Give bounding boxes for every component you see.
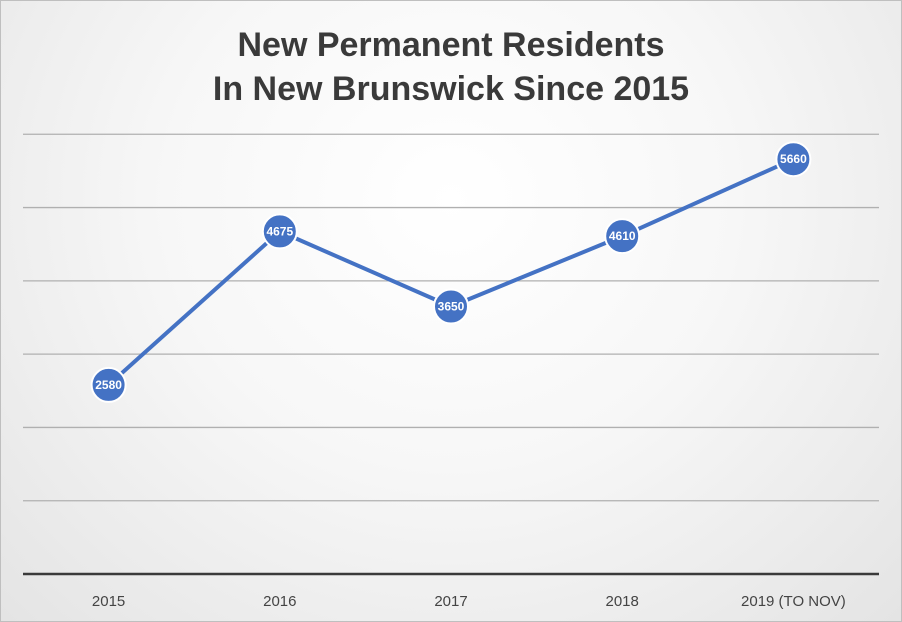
data-point [261,213,298,250]
data-label: 3650 [438,300,465,314]
data-point [604,218,641,255]
x-tick-label: 2018 [606,593,639,610]
data-label: 4610 [609,229,636,243]
data-label: 4675 [266,224,293,238]
data-point [433,288,469,325]
series-line [107,157,795,387]
chart-title-line-1: New Permanent Residents [237,26,665,64]
x-tick-label: 2019 (TO NOV) [741,593,846,610]
chart-title: New Permanent Residents In New Brunswick… [1,23,901,111]
data-label: 2580 [95,378,122,392]
x-tick-label: 2016 [263,593,296,610]
data-point [775,141,812,178]
x-tick-label: 2015 [92,593,125,610]
chart-title-line-2: In New Brunswick Since 2015 [212,70,690,108]
x-tick-label: 2017 [434,593,467,610]
data-label: 5660 [780,152,807,166]
data-point [90,366,127,403]
